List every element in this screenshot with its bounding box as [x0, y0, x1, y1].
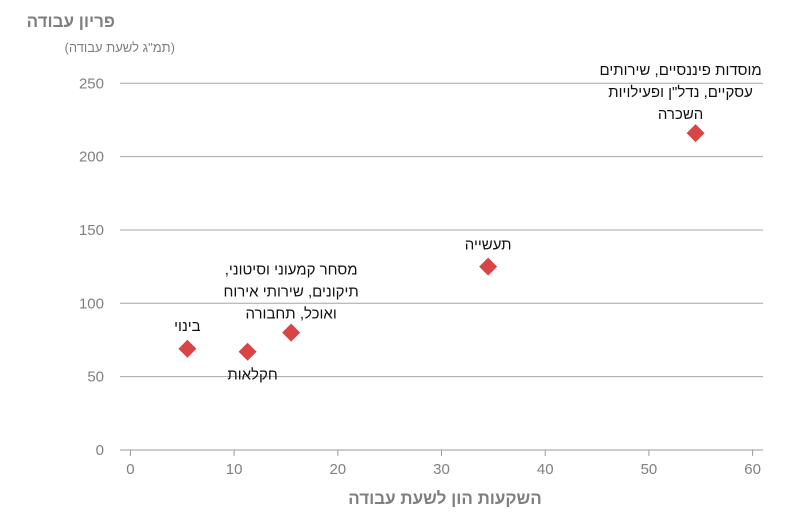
y-axis-title: פריון עבודה	[26, 12, 115, 31]
data-point-label: חקלאות	[227, 367, 277, 384]
y-tick-label: 100	[79, 295, 104, 312]
scatter-chart: 0 50 100 150 200 250 0 10 20 30 40 50 60 בינוי חקלאות מ…	[79, 62, 763, 478]
data-point-label: מסחר קמעוני וסיטוני, תיקונים, שירותי אירו…	[224, 262, 359, 323]
x-tick-label: 60	[744, 461, 761, 478]
data-point-label: תעשייה	[465, 237, 512, 254]
data-point-marker	[282, 323, 301, 342]
data-point-marker	[178, 339, 197, 358]
x-tick-label: 30	[433, 461, 450, 478]
data-point-label: בינוי	[174, 318, 201, 335]
y-tick-label: 250	[79, 75, 104, 92]
x-tick-label: 0	[126, 461, 134, 478]
x-tick-label: 40	[537, 461, 554, 478]
x-axis-title: השקעות הון לשעת עבודה	[348, 489, 542, 508]
y-tick-label: 200	[79, 149, 104, 166]
y-tick-label: 50	[87, 369, 104, 386]
data-point-marker	[686, 124, 705, 143]
x-tick-label: 50	[641, 461, 658, 478]
data-point-marker	[238, 342, 257, 361]
data-point-label: מוסדות פיננסיים, שירותים עסקיים, נדל"ן ופ…	[599, 62, 761, 123]
y-axis-subtitle: (תמ"ג לשעת עבודה)	[64, 40, 175, 55]
y-tick-label: 0	[96, 442, 104, 459]
y-tick-label: 150	[79, 222, 104, 239]
x-tick-label: 20	[329, 461, 346, 478]
data-point-marker	[479, 257, 498, 276]
x-tick-label: 10	[226, 461, 243, 478]
